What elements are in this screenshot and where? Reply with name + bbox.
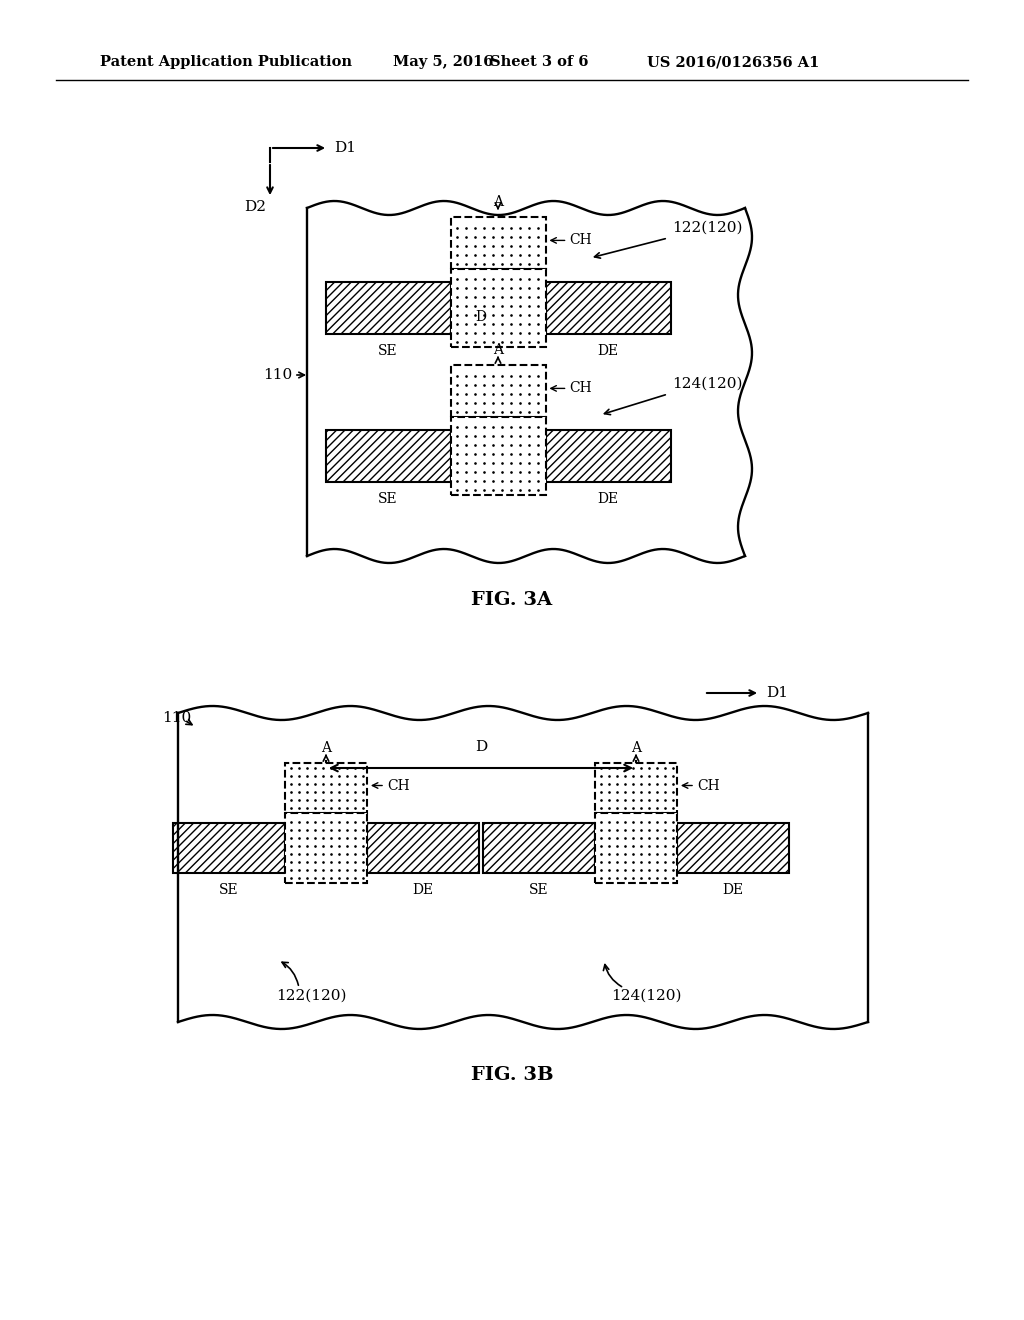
Bar	[326, 282, 451, 334]
Text: CH: CH	[569, 381, 592, 396]
Text: Sheet 3 of 6: Sheet 3 of 6	[490, 55, 589, 69]
Text: DE: DE	[723, 883, 743, 898]
Text: May 5, 2016: May 5, 2016	[393, 55, 494, 69]
Text: 110: 110	[162, 711, 191, 725]
Text: D2: D2	[244, 201, 266, 214]
Text: CH: CH	[387, 779, 410, 792]
Bar	[595, 813, 677, 883]
Text: Patent Application Publication: Patent Application Publication	[100, 55, 352, 69]
Text: DE: DE	[413, 883, 433, 898]
Text: SE: SE	[529, 883, 549, 898]
Bar	[546, 430, 671, 482]
Text: SE: SE	[378, 345, 397, 358]
Text: FIG. 3B: FIG. 3B	[471, 1067, 553, 1084]
Text: D1: D1	[766, 686, 788, 700]
Text: 124(120): 124(120)	[610, 989, 681, 1003]
Text: D1: D1	[334, 141, 356, 154]
Text: SE: SE	[378, 492, 397, 506]
Text: DE: DE	[597, 345, 618, 358]
Bar	[451, 216, 546, 269]
Text: A: A	[631, 741, 641, 755]
Text: 124(120): 124(120)	[672, 378, 742, 391]
Bar	[326, 430, 451, 482]
Text: FIG. 3A: FIG. 3A	[471, 591, 553, 609]
Text: A: A	[493, 343, 503, 356]
Bar	[367, 822, 479, 873]
Text: 110: 110	[263, 368, 292, 381]
Bar	[451, 417, 546, 495]
Text: US 2016/0126356 A1: US 2016/0126356 A1	[647, 55, 819, 69]
Text: A: A	[321, 741, 331, 755]
Text: DE: DE	[597, 492, 618, 506]
Bar	[285, 763, 367, 813]
Bar	[451, 269, 546, 347]
Text: 122(120): 122(120)	[275, 989, 346, 1003]
Bar	[595, 763, 677, 813]
Text: 122(120): 122(120)	[672, 220, 742, 235]
Text: CH: CH	[569, 234, 592, 247]
Bar	[451, 366, 546, 417]
Bar	[483, 822, 595, 873]
Bar	[173, 822, 285, 873]
Text: SE: SE	[219, 883, 239, 898]
Bar	[546, 282, 671, 334]
Text: D: D	[475, 741, 487, 754]
Text: CH: CH	[697, 779, 720, 792]
Bar	[677, 822, 790, 873]
Text: A: A	[493, 195, 503, 209]
Bar	[285, 813, 367, 883]
Text: D: D	[475, 310, 486, 323]
